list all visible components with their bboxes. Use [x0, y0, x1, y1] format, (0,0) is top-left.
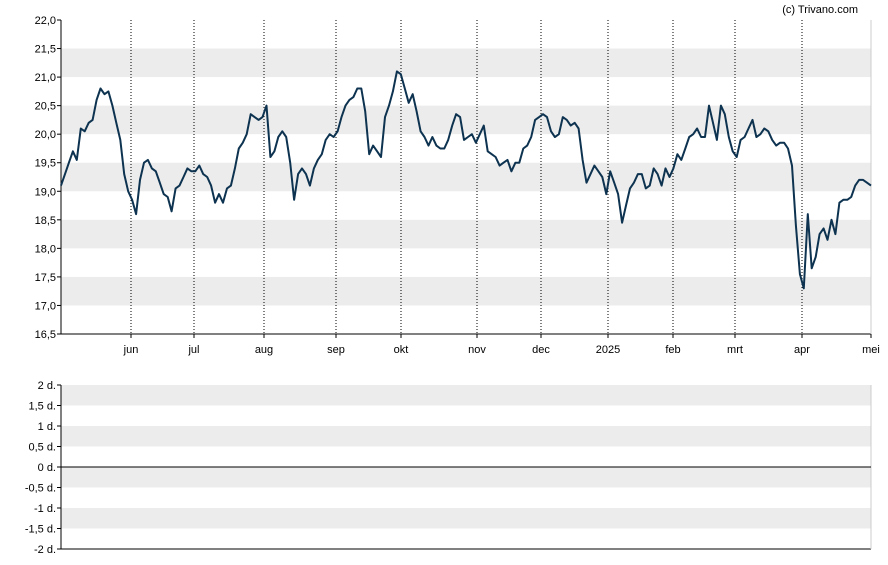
- lower-y-tick-label: -0,5 d.: [25, 483, 56, 495]
- price-band: [61, 219, 871, 249]
- price-panel-line: [60, 70, 872, 290]
- price-y-tick-label: 18,5: [35, 215, 56, 227]
- lower-band: [61, 385, 871, 406]
- price-panel-month-gridlines: [130, 20, 803, 334]
- copyright-label: (c) Trivano.com: [782, 4, 858, 16]
- lower-band: [61, 426, 871, 447]
- price-y-tick-label: 21,0: [35, 72, 56, 84]
- lower-panel-bands: [61, 385, 871, 529]
- price-x-tick-label: dec: [532, 344, 550, 356]
- lower-y-tick-label: 2 d.: [38, 380, 56, 392]
- price-y-tick-label: 17,0: [35, 300, 56, 312]
- lower-y-tick-label: -1,5 d.: [25, 524, 56, 536]
- price-panel-x-ticks: jun jul aug sep okt nov dec 2025 feb mrt apr mei: [123, 334, 880, 356]
- price-band: [61, 105, 871, 135]
- price-y-tick-label: 17,5: [35, 272, 56, 284]
- lower-band: [61, 508, 871, 529]
- price-x-tick-label: feb: [665, 344, 680, 356]
- price-x-tick-label: 2025: [596, 344, 620, 356]
- price-y-tick-label: 19,5: [35, 158, 56, 170]
- price-x-tick-label: okt: [394, 344, 409, 356]
- lower-y-tick-label: 0 d.: [38, 462, 56, 474]
- price-y-tick-label: 20,0: [35, 129, 56, 141]
- price-x-tick-label: mrt: [727, 344, 743, 356]
- lower-y-tick-label: 1 d.: [38, 421, 56, 433]
- lower-band: [61, 467, 871, 488]
- price-panel-y-ticks: 22,0 21,5 21,0 20,5 20,0 19,5 19,0 18,5 18,0 17,5…: [35, 15, 61, 341]
- price-panel-bands: [61, 48, 871, 306]
- price-x-tick-label: jul: [187, 344, 199, 356]
- price-band: [61, 48, 871, 78]
- price-x-tick-label: aug: [255, 344, 273, 356]
- price-y-tick-label: 20,5: [35, 101, 56, 113]
- price-y-tick-label: 22,0: [35, 15, 56, 27]
- lower-y-tick-label: 0,5 d.: [28, 442, 56, 454]
- price-band: [61, 276, 871, 306]
- lower-panel-frame: [60, 385, 872, 550]
- lower-y-tick-label: 1,5 d.: [28, 401, 56, 413]
- price-x-tick-label: sep: [327, 344, 345, 356]
- price-y-tick-label: 21,5: [35, 44, 56, 56]
- price-y-tick-label: 19,0: [35, 186, 56, 198]
- price-x-tick-label: mei: [862, 344, 880, 356]
- price-panel-frame: [60, 20, 872, 335]
- lower-panel-y-ticks: 2 d. 1,5 d. 1 d. 0,5 d. 0 d. -0,5 d. -1 d. -1,5…: [25, 380, 61, 556]
- lower-y-tick-label: -2 d.: [34, 544, 56, 556]
- price-band: [61, 162, 871, 192]
- price-y-tick-label: 16,5: [35, 329, 56, 341]
- price-x-tick-label: nov: [468, 344, 486, 356]
- price-series-line: [60, 70, 872, 290]
- lower-y-tick-label: -1 d.: [34, 503, 56, 515]
- price-x-tick-label: jun: [123, 344, 139, 356]
- price-x-tick-label: apr: [794, 344, 810, 356]
- price-y-tick-label: 18,0: [35, 243, 56, 255]
